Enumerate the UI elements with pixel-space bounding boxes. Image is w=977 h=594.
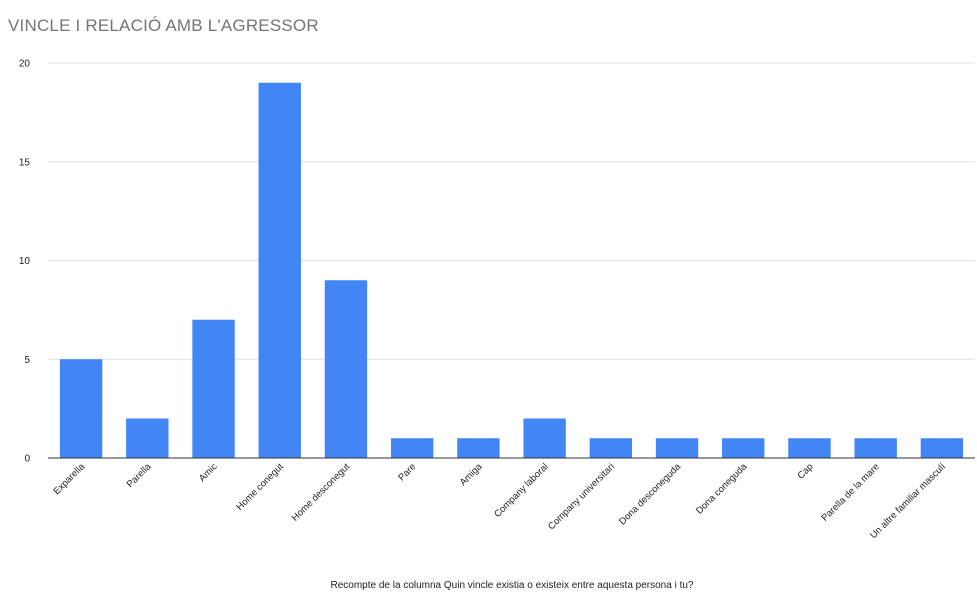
gridlines xyxy=(48,62,975,360)
y-tick-label: 0 xyxy=(24,454,30,465)
x-tick-label: Company universitari xyxy=(546,461,617,532)
chart-title: VINCLE I RELACIÓ AMB L'AGRESSOR xyxy=(8,16,319,35)
bar xyxy=(655,438,699,458)
x-tick-label: Parella de la mare xyxy=(819,461,881,523)
bars xyxy=(48,82,975,459)
x-tick-label: Un altre familiar masculí xyxy=(868,461,948,541)
y-tick-label: 15 xyxy=(19,157,31,168)
bar xyxy=(589,438,633,458)
bar xyxy=(523,418,566,458)
x-tick-label: Company laboral xyxy=(492,461,551,520)
x-axis-title: Recompte de la columna Quin vincle exist… xyxy=(330,580,694,591)
bar xyxy=(126,418,169,458)
y-tick-label: 5 xyxy=(24,355,30,366)
bar xyxy=(59,359,103,458)
bar xyxy=(192,319,235,458)
x-tick-label: Pare xyxy=(396,461,418,483)
bar xyxy=(854,438,897,458)
y-tick-label: 10 xyxy=(19,256,31,267)
bar xyxy=(920,438,964,458)
x-tick-label: Dona desconeguda xyxy=(617,461,684,528)
x-axis-ticks: Exparella Parella Amic Home conegut Home des… xyxy=(51,461,948,541)
x-tick-label: Parella xyxy=(125,461,154,490)
x-tick-label: Exparella xyxy=(51,461,87,497)
bar xyxy=(722,438,765,458)
bar xyxy=(788,438,831,458)
bar xyxy=(457,438,500,458)
x-tick-label: Dona coneguda xyxy=(694,461,750,517)
bar xyxy=(390,438,434,458)
x-tick-label: Amiga xyxy=(458,461,485,488)
x-tick-label: Home conegut xyxy=(234,461,286,513)
x-tick-label: Cap xyxy=(795,461,815,481)
y-axis-ticks: 0 5 10 15 20 xyxy=(19,59,31,465)
bar xyxy=(258,82,301,458)
bar xyxy=(324,280,368,458)
x-tick-label: Home desconegut xyxy=(290,461,353,524)
y-tick-label: 20 xyxy=(19,59,31,70)
x-tick-label: Amic xyxy=(197,461,220,484)
